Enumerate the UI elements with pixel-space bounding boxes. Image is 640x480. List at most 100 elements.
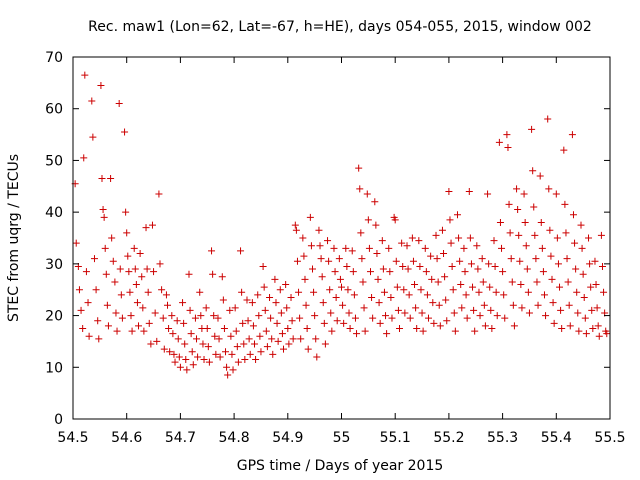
data-point bbox=[411, 281, 419, 289]
data-point bbox=[238, 288, 246, 296]
tick-labels: 54.5 54.6 54.7 54.8 54.9 55 55.1 55.2 55.3 55.4 55… bbox=[45, 50, 625, 446]
data-point bbox=[355, 164, 363, 172]
data-point bbox=[588, 306, 596, 314]
data-point bbox=[155, 190, 163, 198]
data-point bbox=[162, 291, 170, 299]
data-point bbox=[179, 299, 187, 307]
data-point bbox=[287, 293, 295, 301]
data-point bbox=[340, 319, 348, 327]
data-point bbox=[316, 242, 324, 250]
data-point bbox=[456, 257, 464, 265]
data-point bbox=[447, 239, 455, 247]
data-point bbox=[90, 255, 98, 263]
data-point bbox=[108, 234, 116, 242]
data-point bbox=[476, 312, 484, 320]
data-point bbox=[324, 237, 332, 245]
data-point bbox=[513, 185, 521, 193]
data-point bbox=[378, 237, 386, 245]
data-point bbox=[214, 314, 222, 322]
data-point bbox=[544, 115, 552, 123]
data-point bbox=[234, 358, 242, 366]
data-point bbox=[600, 288, 608, 296]
data-point bbox=[75, 286, 83, 294]
data-point bbox=[366, 268, 374, 276]
data-point bbox=[101, 244, 109, 252]
data-point bbox=[525, 309, 533, 317]
data-point bbox=[338, 283, 345, 291]
data-point bbox=[95, 335, 103, 343]
data-point bbox=[401, 309, 409, 317]
data-point bbox=[128, 327, 136, 335]
data-point bbox=[488, 325, 496, 332]
data-point bbox=[102, 270, 110, 278]
data-point bbox=[175, 353, 183, 361]
chart-title: Rec. maw1 (Lon=62, Lat=-67, h=HE), days … bbox=[88, 19, 592, 35]
data-point bbox=[386, 268, 394, 276]
data-point bbox=[307, 242, 315, 250]
y-tick-label: 70 bbox=[45, 50, 63, 66]
data-point bbox=[176, 363, 184, 371]
data-point bbox=[135, 322, 143, 330]
data-point bbox=[465, 187, 473, 195]
data-point bbox=[260, 283, 268, 291]
data-point bbox=[528, 125, 536, 133]
data-point bbox=[517, 281, 525, 289]
data-point bbox=[474, 265, 482, 273]
data-point bbox=[330, 244, 338, 252]
data-point bbox=[216, 353, 224, 361]
data-point bbox=[506, 229, 514, 237]
data-point bbox=[473, 242, 481, 250]
x-tick-label: 54.6 bbox=[111, 430, 142, 446]
data-point bbox=[315, 226, 323, 234]
data-point bbox=[579, 270, 587, 278]
data-point bbox=[395, 325, 403, 332]
data-point bbox=[364, 216, 372, 224]
data-point bbox=[193, 335, 201, 343]
data-point bbox=[262, 327, 270, 335]
data-point bbox=[391, 216, 399, 224]
data-point bbox=[461, 268, 469, 276]
data-point bbox=[144, 288, 152, 296]
data-point bbox=[434, 278, 442, 286]
data-point bbox=[142, 224, 150, 232]
data-point bbox=[415, 237, 423, 245]
data-point bbox=[448, 262, 456, 270]
data-point bbox=[595, 332, 603, 340]
data-point bbox=[256, 332, 264, 340]
data-point bbox=[145, 319, 153, 327]
data-point bbox=[521, 218, 529, 226]
data-point bbox=[276, 286, 284, 294]
data-point bbox=[291, 221, 299, 229]
data-point bbox=[297, 335, 305, 343]
data-point bbox=[196, 288, 204, 296]
data-point bbox=[280, 345, 288, 353]
plot-frame bbox=[72, 56, 611, 420]
data-point bbox=[571, 239, 579, 247]
data-point bbox=[380, 288, 388, 296]
data-point bbox=[285, 340, 293, 348]
data-point bbox=[586, 260, 594, 268]
data-point bbox=[400, 286, 408, 294]
data-point bbox=[457, 281, 465, 289]
data-point bbox=[327, 309, 335, 317]
x-tick-label: 55.4 bbox=[541, 430, 572, 446]
data-point bbox=[164, 301, 172, 309]
data-point bbox=[514, 206, 522, 214]
data-point bbox=[399, 262, 407, 270]
data-point bbox=[406, 314, 414, 322]
data-point bbox=[272, 299, 280, 307]
data-point bbox=[540, 291, 548, 299]
data-point bbox=[292, 226, 300, 234]
data-point bbox=[507, 255, 515, 263]
data-point bbox=[249, 322, 257, 330]
data-point bbox=[113, 327, 121, 335]
data-point bbox=[423, 291, 431, 299]
data-point bbox=[490, 237, 498, 245]
data-point bbox=[537, 218, 545, 226]
data-point bbox=[536, 172, 544, 180]
data-point bbox=[263, 343, 271, 351]
data-point bbox=[597, 231, 605, 239]
data-point bbox=[453, 211, 461, 219]
data-point bbox=[496, 218, 504, 226]
data-point bbox=[345, 309, 353, 317]
